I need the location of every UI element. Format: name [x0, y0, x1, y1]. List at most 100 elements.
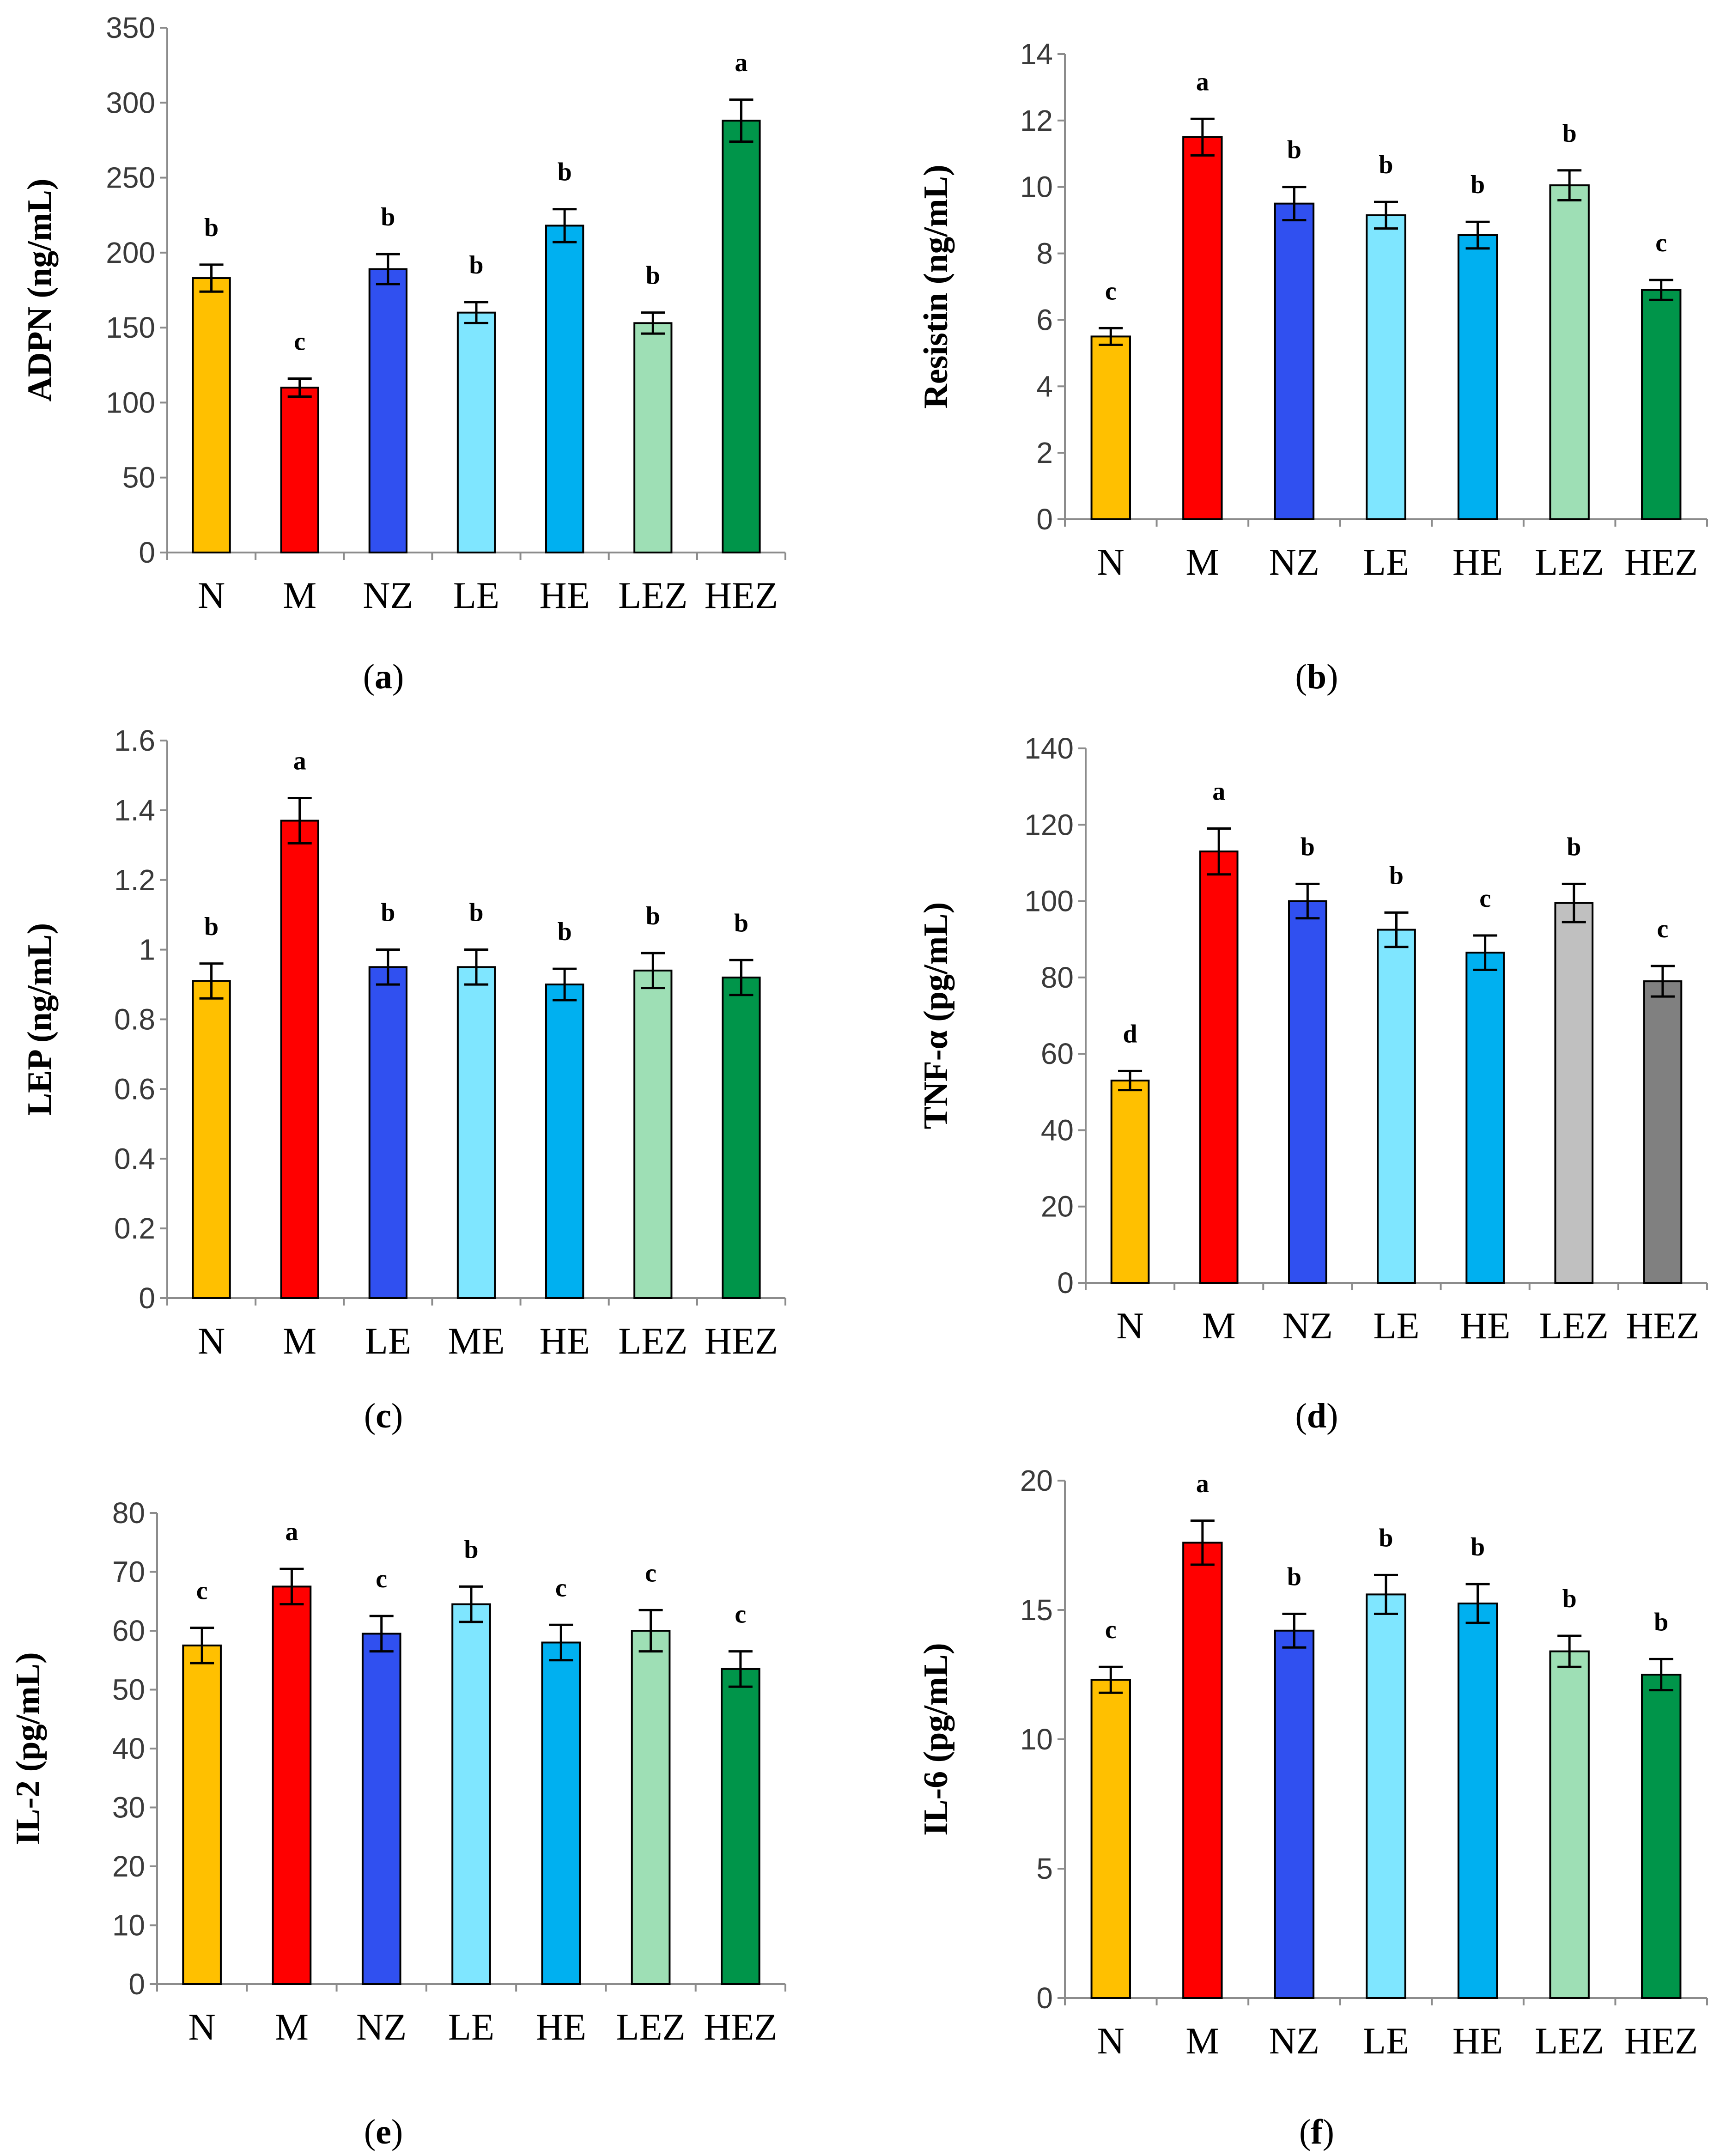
- y-axis-title: LEP (ng/mL): [21, 923, 59, 1116]
- significance-label: a: [1196, 67, 1209, 96]
- bar-hez: [721, 1668, 760, 1985]
- bar-nz: [361, 1633, 401, 1985]
- category-label: NZ: [356, 2006, 407, 2048]
- y-tick-label: 12: [1020, 104, 1053, 137]
- significance-label: c: [1657, 915, 1668, 943]
- category-label: HEZ: [1624, 541, 1698, 583]
- bar-n: [182, 1644, 222, 1985]
- bar-me: [456, 966, 496, 1299]
- category-label: LE: [365, 1320, 411, 1362]
- panel-caption: (d): [1295, 1397, 1338, 1435]
- significance-label: a: [293, 747, 306, 775]
- panel-caption: (b): [1295, 657, 1338, 696]
- bar-le: [1366, 214, 1406, 520]
- bar-lez: [633, 969, 673, 1299]
- significance-label: b: [204, 213, 219, 242]
- bar-n: [1090, 1679, 1131, 1999]
- bar-hez: [1641, 1674, 1682, 1999]
- y-tick-label: 0: [139, 1281, 155, 1315]
- category-label: M: [1185, 541, 1219, 583]
- bar-n: [192, 277, 231, 553]
- category-label: M: [1202, 1305, 1236, 1347]
- significance-label: b: [646, 261, 660, 290]
- panel-caption: (c): [364, 1397, 403, 1435]
- significance-label: b: [1287, 136, 1301, 164]
- category-label: LE: [1363, 2020, 1409, 2062]
- category-label: HEZ: [1626, 1305, 1699, 1347]
- bar-le: [1366, 1593, 1406, 1999]
- bar-lez: [1549, 1650, 1590, 1999]
- y-tick-label: 140: [1024, 732, 1074, 765]
- y-tick-label: 200: [106, 236, 155, 269]
- y-axis-title: TNF-α (pg/mL): [917, 902, 955, 1129]
- significance-label: b: [1471, 170, 1485, 199]
- bar-nz: [1274, 202, 1315, 520]
- y-tick-label: 4: [1036, 370, 1053, 403]
- chart-panel-f: 0 5 10 15 20 c Na Mb NZ b LE b HE b LEZ b HEZ IL-6 (pg/mL…: [917, 1464, 1708, 2151]
- y-tick-label: 1.2: [114, 863, 155, 897]
- y-tick-label: 30: [112, 1791, 145, 1824]
- category-label: LEZ: [618, 1320, 687, 1362]
- bar-m: [272, 1585, 312, 1985]
- category-label: NZ: [363, 574, 413, 616]
- category-label: HE: [1460, 1305, 1510, 1347]
- bar-hez: [722, 120, 761, 553]
- significance-label: b: [381, 203, 395, 231]
- category-label: N: [198, 1320, 225, 1362]
- bar-le: [451, 1603, 491, 1985]
- category-label: N: [198, 574, 225, 616]
- significance-label: b: [1567, 832, 1581, 861]
- category-label: HEZ: [1624, 2020, 1698, 2062]
- chart-panel-c: 0 0.2 0.4 0.6 0.8 1 1.2 1.4 1.6 b Na Mb LE b ME b HE b LEZ…: [21, 724, 786, 1435]
- bar-hez: [722, 976, 761, 1300]
- bar-he: [545, 984, 584, 1299]
- significance-label: b: [558, 917, 572, 946]
- y-tick-label: 2: [1036, 436, 1053, 469]
- y-tick-label: 0.8: [114, 1003, 155, 1036]
- y-tick-label: 0.6: [114, 1072, 155, 1105]
- y-axis-title: IL-6 (pg/mL): [917, 1643, 955, 1835]
- y-axis-title: Resistin (ng/mL): [917, 164, 955, 408]
- category-label: HE: [539, 1320, 590, 1362]
- bar-le: [456, 311, 496, 553]
- panel-caption: (f): [1299, 2113, 1334, 2151]
- significance-label: b: [1654, 1608, 1668, 1636]
- significance-label: b: [1389, 861, 1404, 890]
- significance-label: b: [646, 902, 660, 930]
- bar-n: [1110, 1079, 1150, 1284]
- significance-label: b: [1379, 151, 1393, 179]
- y-tick-label: 100: [1024, 885, 1074, 918]
- y-tick-label: 14: [1020, 37, 1053, 71]
- significance-label: b: [1379, 1524, 1393, 1552]
- category-label: M: [275, 2006, 309, 2048]
- significance-label: c: [735, 1600, 746, 1629]
- y-tick-label: 15: [1020, 1593, 1053, 1627]
- category-label: NZ: [1269, 2020, 1319, 2062]
- panel-caption: (a): [363, 657, 404, 696]
- category-label: HE: [1453, 2020, 1503, 2062]
- y-tick-label: 100: [106, 386, 155, 419]
- category-label: N: [1097, 2020, 1124, 2062]
- bar-hez: [1641, 289, 1682, 520]
- bar-he: [545, 225, 584, 554]
- bar-lez: [1554, 902, 1594, 1284]
- y-tick-label: 120: [1024, 808, 1074, 841]
- category-label: LEZ: [1539, 1305, 1609, 1347]
- significance-label: b: [469, 251, 483, 279]
- y-tick-label: 1.4: [114, 794, 155, 827]
- category-label: LE: [453, 574, 499, 616]
- significance-label: c: [1655, 229, 1667, 257]
- y-tick-label: 300: [106, 86, 155, 119]
- y-tick-label: 8: [1036, 237, 1053, 270]
- significance-label: c: [1105, 277, 1117, 305]
- bar-n: [1090, 335, 1131, 521]
- significance-label: b: [1562, 1585, 1577, 1613]
- significance-label: a: [1212, 777, 1225, 806]
- significance-label: b: [381, 899, 395, 927]
- significance-label: b: [469, 899, 483, 927]
- y-tick-label: 0: [1036, 503, 1053, 536]
- bar-le: [368, 966, 407, 1299]
- significance-label: c: [196, 1577, 208, 1605]
- bar-hez: [1643, 980, 1683, 1284]
- y-tick-label: 10: [1020, 170, 1053, 204]
